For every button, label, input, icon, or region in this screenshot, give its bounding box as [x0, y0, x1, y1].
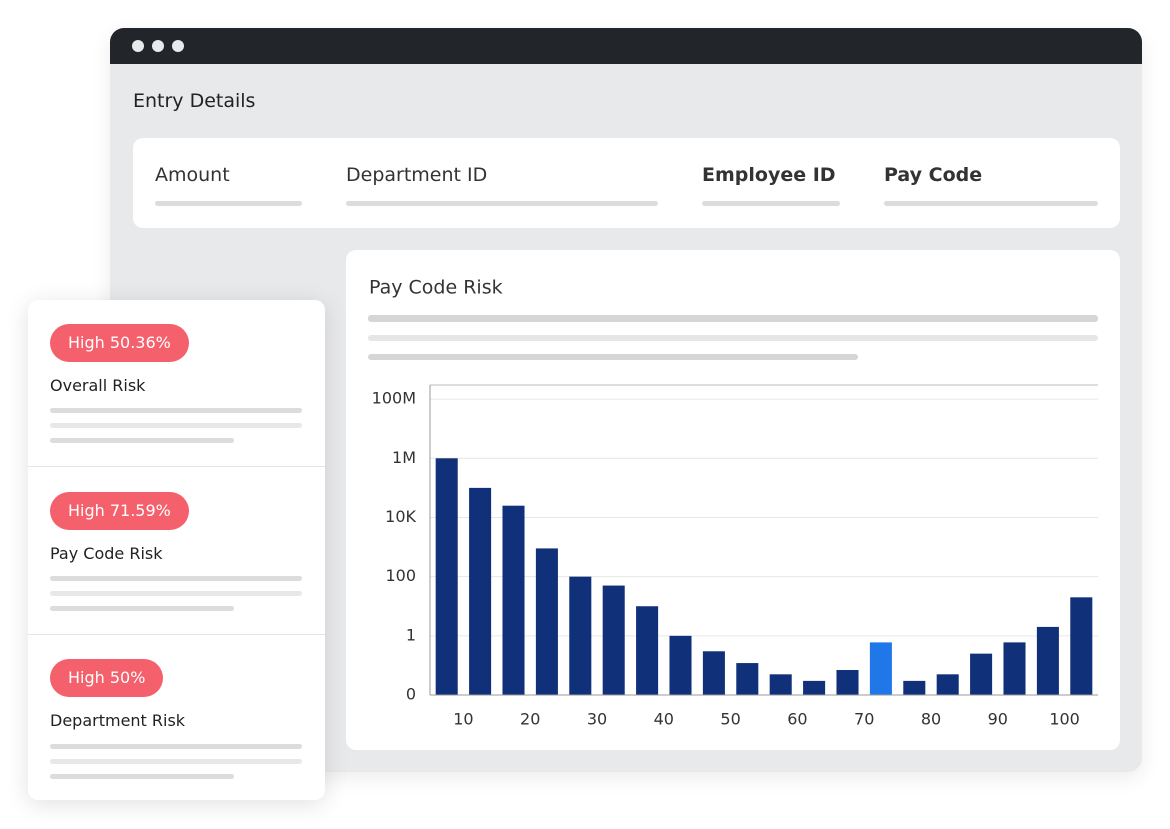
placeholder	[346, 201, 658, 206]
risk-badge: High 71.59%	[50, 492, 189, 530]
field: Pay Code	[884, 164, 983, 186]
divider	[28, 466, 325, 467]
title-bar	[110, 28, 1142, 64]
placeholder	[50, 774, 234, 779]
dot	[132, 40, 144, 52]
placeholder	[50, 408, 302, 413]
placeholder	[50, 423, 302, 428]
chart-card	[346, 250, 1120, 750]
risk-badge: High 50.36%	[50, 324, 189, 362]
dot	[152, 40, 164, 52]
risk-label: Overall Risk	[50, 376, 146, 395]
placeholder	[368, 335, 1098, 341]
risk-label: Pay Code Risk	[50, 544, 163, 563]
field: Employee ID	[702, 164, 836, 186]
placeholder	[50, 591, 302, 596]
placeholder	[368, 354, 858, 360]
risk-badge: High 50%	[50, 659, 164, 697]
placeholder	[50, 744, 302, 749]
field: Amount	[155, 164, 230, 186]
dot	[172, 40, 184, 52]
field: Department ID	[346, 164, 488, 186]
divider	[28, 634, 325, 635]
placeholder	[702, 201, 840, 206]
placeholder	[155, 201, 302, 206]
placeholder	[50, 438, 234, 443]
risk-panel: High 50.36% Overall Risk High 71.59% Pay…	[28, 300, 325, 800]
window-title: Entry Details	[133, 90, 256, 112]
placeholder	[884, 201, 1098, 206]
placeholder	[50, 759, 302, 764]
risk-label: Department Risk	[50, 711, 186, 730]
placeholder	[50, 576, 302, 581]
placeholder	[50, 606, 234, 611]
fields-card: Amount Department ID Employee ID Pay Cod…	[133, 138, 1120, 228]
placeholder	[368, 315, 1098, 322]
